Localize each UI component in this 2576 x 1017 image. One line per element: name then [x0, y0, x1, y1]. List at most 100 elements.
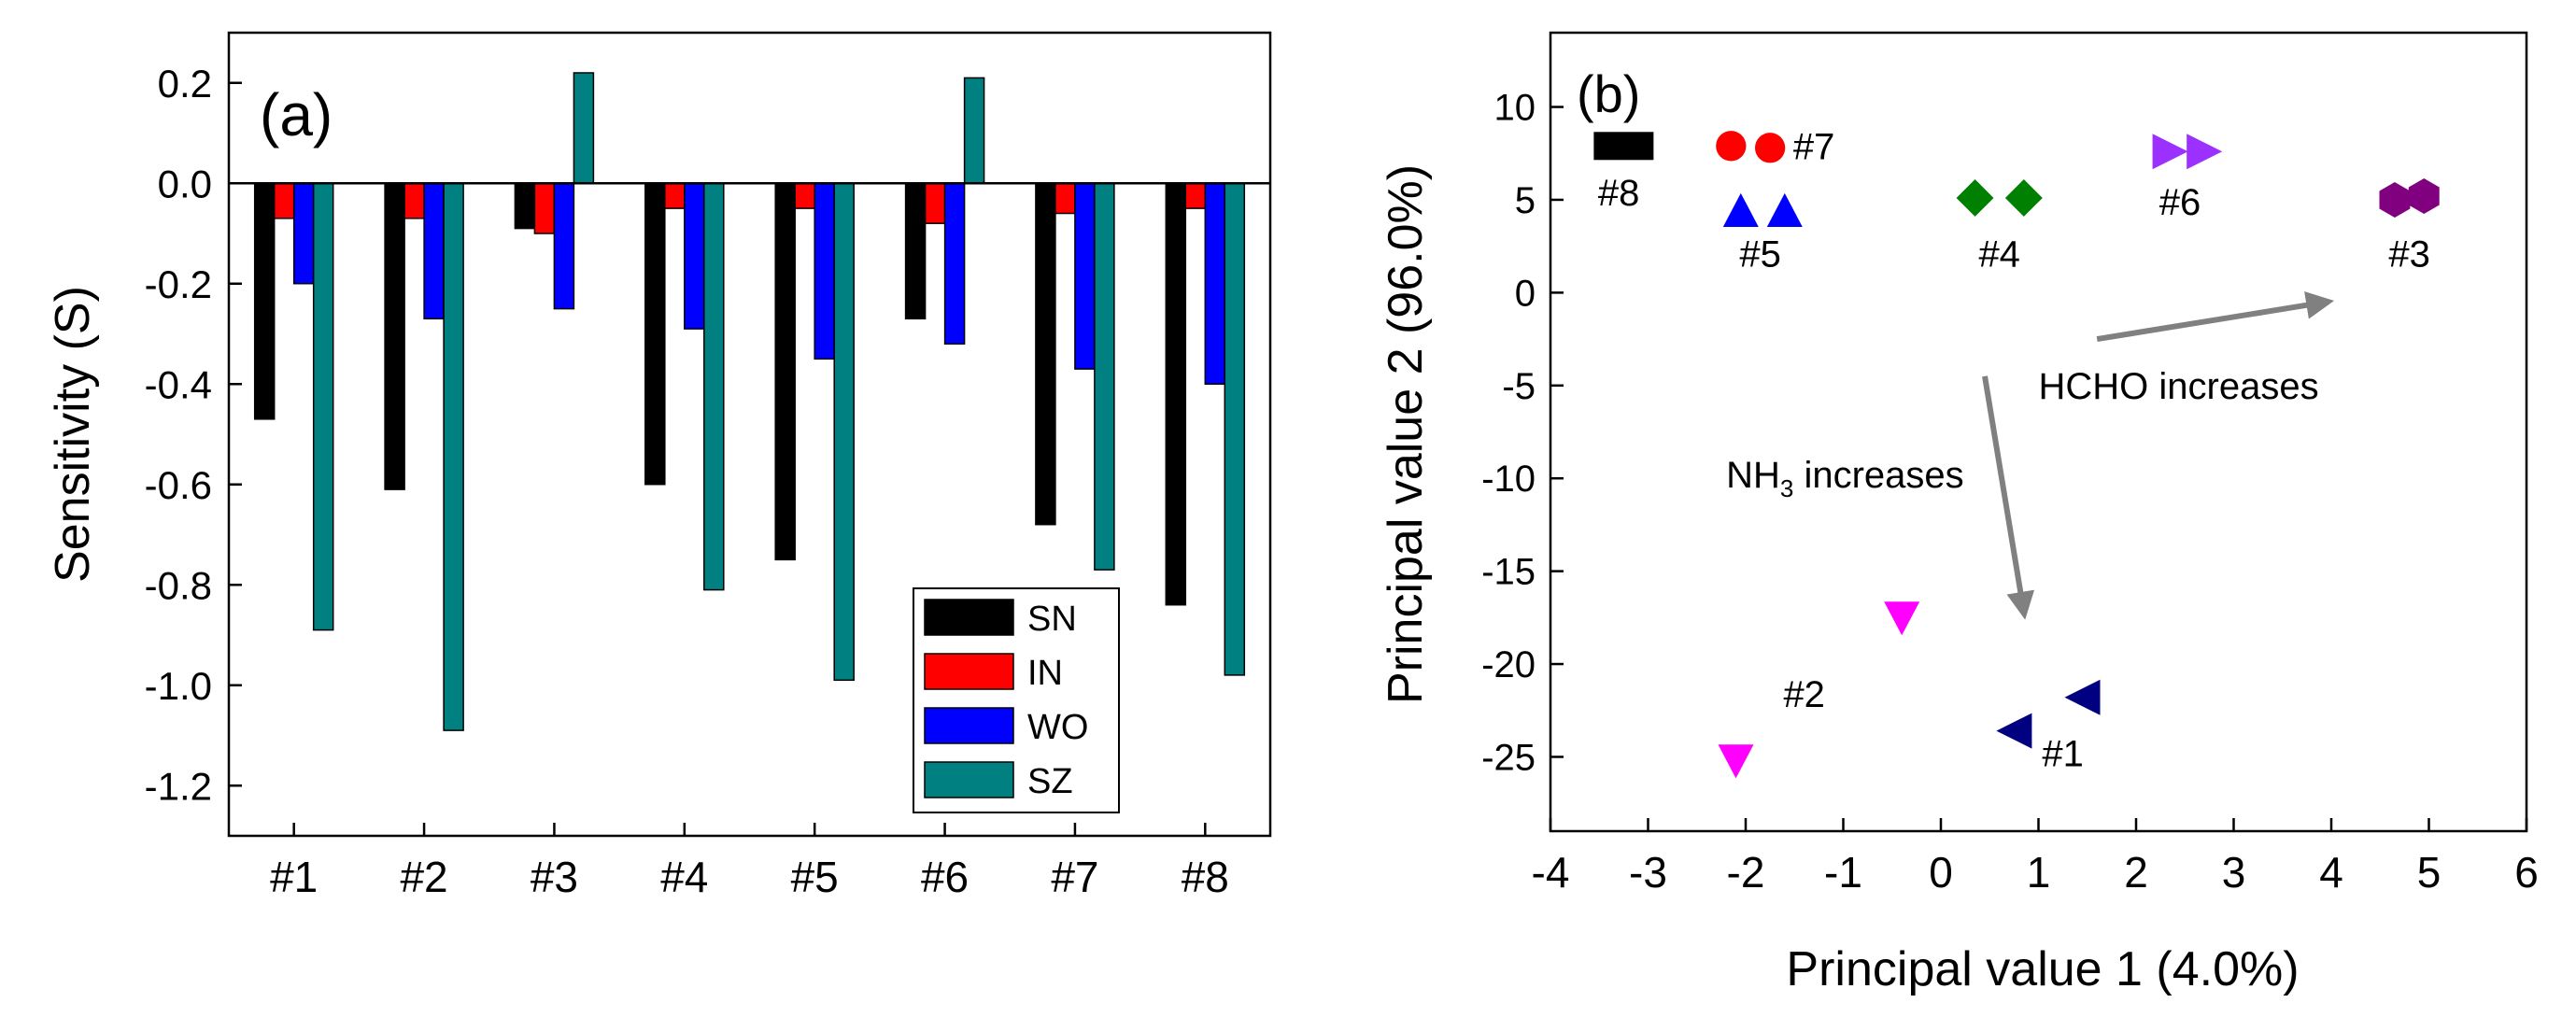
legend-label-in: IN: [1027, 654, 1063, 693]
bar-wo-6: [943, 182, 966, 345]
y-tick-label: 5: [1515, 180, 1536, 221]
bar-sz-7: [1094, 182, 1115, 571]
bar-sn-2: [384, 182, 405, 490]
point-label-sample-8: #8: [1598, 173, 1640, 214]
bar-sz-2: [443, 182, 464, 731]
y-tick-label: -10: [1481, 459, 1536, 500]
x-tick-label: 3: [2222, 848, 2246, 897]
y-tick-label: -25: [1481, 737, 1536, 778]
point-sample-5: [1722, 192, 1759, 227]
panel-b-annotations: HCHO increases NH3 increases: [1726, 290, 2335, 620]
y-tick-label: -15: [1481, 552, 1536, 593]
x-tick-label: #2: [400, 853, 447, 901]
point-label-sample-1: #1: [2042, 733, 2084, 774]
panel-b-plot-frame: [1549, 31, 2528, 833]
point-sample-2: [1718, 744, 1754, 779]
point-sample-7: [1754, 133, 1786, 163]
point-label-sample-2: #2: [1783, 674, 1825, 715]
bar-sn-3: [514, 182, 536, 230]
x-tick-label: 1: [2027, 848, 2051, 897]
bar-in-7: [1054, 182, 1076, 215]
y-tick-label: 0.2: [158, 62, 212, 106]
x-tick-label: 6: [2514, 848, 2539, 897]
bar-sz-4: [703, 182, 725, 591]
bar-sn-1: [253, 182, 276, 420]
bar-wo-1: [292, 182, 315, 285]
x-tick-label: -2: [1727, 848, 1765, 897]
bar-in-6: [924, 182, 946, 224]
panel-a-legend: SN IN WO SZ: [913, 587, 1120, 813]
point-sample-6: [2152, 134, 2188, 170]
bar-sn-5: [774, 182, 796, 561]
y-tick-label: -1.0: [145, 664, 212, 708]
y-tick-label: 0: [1515, 273, 1536, 314]
panel-a-y-axis: -1.2 -1.0 -0.8 -0.6 -0.4 -0.2 0.0 0.2: [145, 62, 242, 808]
x-tick-label: #7: [1051, 853, 1098, 901]
panel-b-y-axis-title: Principal value 2 (96.0%): [1379, 164, 1433, 704]
bar-wo-5: [814, 182, 835, 360]
point-sample-7: [1716, 131, 1747, 162]
bar-sz-6: [963, 77, 985, 185]
panel-b-y-axis: -25 -20 -15 -10 -5 0 5 10: [1481, 88, 1564, 778]
bar-wo-3: [553, 182, 575, 310]
legend-swatch-in: [924, 653, 1014, 690]
y-tick-label: -0.2: [145, 262, 212, 306]
legend-swatch-sn: [924, 599, 1014, 636]
point-sample-3: [2379, 182, 2411, 218]
x-tick-label: #3: [531, 853, 578, 901]
point-sample-8: [1593, 132, 1654, 161]
bar-wo-2: [423, 182, 445, 320]
panel-b-x-axis-title: Principal value 1 (4.0%): [1786, 942, 2299, 996]
annotation-text: HCHO increases: [2039, 366, 2319, 407]
annotation-arrow: [1982, 375, 2035, 620]
point-sample-5: [1766, 192, 1803, 227]
point-sample-2: [1884, 601, 1920, 636]
legend-label-sz: SZ: [1027, 762, 1073, 801]
point-sample-4: [1956, 179, 1994, 217]
y-tick-label: 0.0: [158, 162, 212, 205]
x-tick-label: #4: [660, 853, 708, 901]
legend-label-sn: SN: [1027, 600, 1077, 639]
panel-a-x-axis: #1 #2 #3 #4 #5 #6 #7 #8: [270, 823, 1229, 901]
x-tick-label: #5: [791, 853, 839, 901]
panel-a-y-axis-title: Sensitivity (S): [46, 286, 100, 583]
panel-a-bar-chart: -1.2-1.0-0.8-0.6-0.4-0.20.00.2 #1 #2 #3 #4 #…: [46, 31, 1272, 901]
bar-sn-6: [904, 182, 927, 320]
bar-in-3: [533, 182, 556, 234]
panel-a-plot-frame: [227, 31, 1272, 838]
bar-wo-7: [1074, 182, 1096, 370]
x-tick-label: 4: [2319, 848, 2343, 897]
y-tick-label: -20: [1481, 644, 1536, 685]
legend-label-wo: WO: [1027, 708, 1088, 747]
annotation-arrow: [2096, 290, 2335, 343]
panel-a-label: (a): [260, 81, 333, 148]
x-tick-label: #6: [921, 853, 969, 901]
point-sample-1: [2064, 679, 2101, 715]
bar-wo-4: [684, 182, 705, 330]
x-tick-label: -1: [1824, 848, 1862, 897]
bar-sz-3: [573, 72, 595, 184]
bar-sz-5: [833, 182, 855, 682]
point-label-sample-7: #7: [1793, 126, 1835, 167]
point-sample-1: [1996, 713, 2032, 749]
bar-sn-4: [644, 182, 666, 486]
x-tick-label: 5: [2417, 848, 2442, 897]
x-tick-label: -3: [1629, 848, 1667, 897]
x-tick-label: 2: [2124, 848, 2148, 897]
bar-wo-8: [1204, 182, 1226, 385]
y-tick-label: -0.6: [145, 463, 212, 507]
point-label-sample-4: #4: [1978, 234, 2020, 275]
bar-sz-1: [312, 182, 334, 631]
point-label-sample-6: #6: [2159, 182, 2201, 223]
panel-b-points: [1593, 131, 2440, 779]
y-tick-label: -5: [1502, 366, 1536, 407]
bar-in-8: [1184, 182, 1207, 209]
legend-swatch-sz: [924, 761, 1014, 798]
y-tick-label: -0.4: [145, 362, 212, 406]
y-tick-label: -1.2: [145, 764, 212, 808]
x-tick-label: #8: [1182, 853, 1229, 901]
bar-in-5: [794, 182, 815, 209]
annotation-text: NH3 increases: [1726, 455, 1964, 502]
